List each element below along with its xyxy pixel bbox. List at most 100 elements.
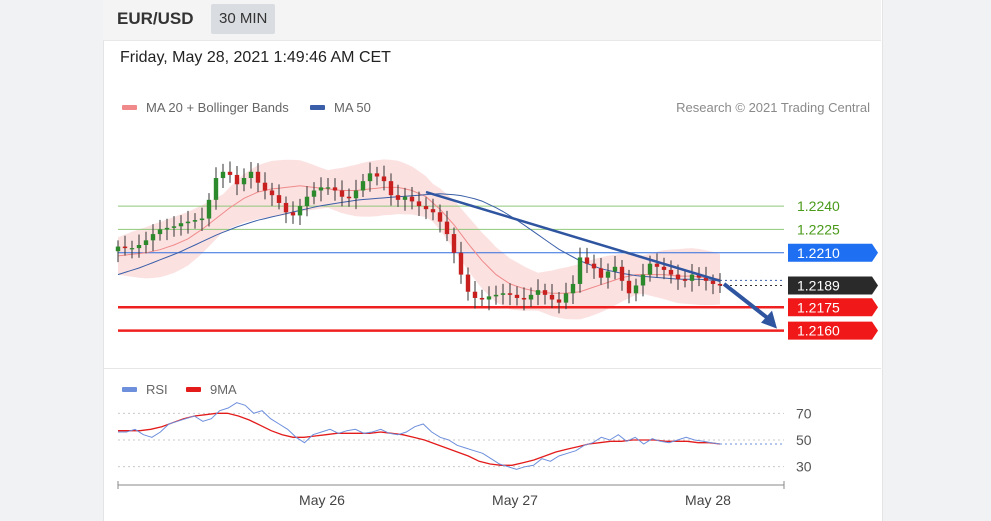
candle-body: [430, 209, 436, 213]
candle-body: [206, 199, 212, 219]
candle-body: [269, 190, 275, 196]
candle-body: [682, 279, 688, 281]
candle-body: [346, 196, 352, 199]
candle-body: [311, 190, 317, 197]
candle-body: [549, 294, 555, 300]
candle-body: [178, 223, 184, 227]
legend-ma50-label: MA 50: [334, 100, 371, 115]
bollinger-band: [118, 159, 720, 320]
credit-text: Research © 2021 Trading Central: [676, 100, 870, 115]
candle-body: [227, 171, 233, 175]
candle-body: [528, 294, 534, 300]
candle-body: [465, 274, 471, 292]
candle-body: [451, 234, 457, 253]
level-tag-3: [788, 276, 878, 295]
candle-body: [192, 220, 198, 222]
candle-body: [381, 176, 387, 182]
candle-body: [521, 297, 527, 300]
candle-body: [367, 173, 373, 182]
panel-divider: [103, 368, 881, 369]
level-tag-2: [788, 243, 878, 262]
rsi-line: [118, 402, 721, 470]
candle-body: [325, 187, 331, 189]
candle-body: [402, 196, 408, 200]
candle-body: [626, 280, 632, 294]
legend-ma20: MA 20 + Bollinger Bands: [122, 100, 289, 115]
candle-body: [332, 187, 338, 191]
candle-body: [136, 245, 142, 249]
candle-body: [605, 271, 611, 278]
candle-body: [486, 296, 492, 300]
candle-body: [535, 290, 541, 295]
candle-body: [493, 294, 499, 297]
timestamp: Friday, May 28, 2021 1:49:46 AM CET: [120, 49, 391, 66]
level-label-4: 1.2175: [797, 299, 840, 315]
candle-body: [710, 280, 716, 284]
x-axis-label: May 28: [685, 492, 731, 508]
candle-body: [717, 283, 723, 286]
candle-body: [612, 266, 618, 272]
ma9-swatch: [186, 387, 201, 392]
trendline: [425, 190, 721, 283]
candle-body: [388, 181, 394, 196]
candle-body: [171, 226, 177, 228]
candle-body: [591, 263, 597, 269]
candle-body: [283, 202, 289, 213]
candle-body: [129, 248, 135, 250]
candle-body: [514, 294, 520, 298]
legend-ma9-label: 9MA: [210, 382, 237, 397]
rsi-tick-label: 70: [796, 405, 812, 421]
candle-body: [423, 206, 429, 210]
candle-body: [696, 274, 702, 278]
candle-body: [248, 171, 254, 179]
level-tag-5: [788, 321, 878, 340]
candle-body: [297, 206, 303, 216]
candle-body: [150, 234, 156, 241]
timeframe-badge[interactable]: 30 MIN: [211, 4, 276, 34]
candle-body: [689, 274, 695, 281]
candle-body: [472, 291, 478, 298]
candle-body: [115, 246, 121, 252]
candle-body: [185, 221, 191, 224]
candle-body: [437, 212, 443, 222]
ma20-swatch: [122, 105, 137, 110]
candle-body: [577, 257, 583, 284]
candle-body: [507, 293, 513, 295]
level-label-0: 1.2240: [797, 198, 840, 214]
candle-body: [563, 293, 569, 303]
candle-body: [409, 196, 415, 202]
candle-body: [353, 190, 359, 199]
candle-body: [633, 285, 639, 294]
candle-body: [164, 227, 170, 230]
rsi-tick-label: 50: [796, 432, 812, 448]
candle-body: [416, 201, 422, 207]
candle-body: [444, 221, 450, 235]
candle-body: [234, 174, 240, 185]
candle-body: [647, 263, 653, 275]
candle-body: [304, 196, 310, 207]
level-label-2: 1.2210: [797, 245, 840, 261]
candle-body: [143, 240, 149, 245]
candle-body: [654, 263, 660, 267]
rsi-swatch: [122, 387, 137, 392]
x-axis-label: May 27: [492, 492, 538, 508]
candle-body: [276, 195, 282, 203]
candle-body: [479, 297, 485, 300]
candle-body: [122, 246, 128, 249]
candle-body: [339, 190, 345, 197]
candle-body: [395, 195, 401, 200]
candle-body: [262, 182, 268, 191]
candle-body: [255, 171, 261, 183]
candle-body: [640, 274, 646, 286]
candle-body: [157, 229, 163, 235]
candle-body: [360, 181, 366, 191]
legend-rsi-label: RSI: [146, 382, 168, 397]
projection-arrow-head: [761, 310, 777, 329]
projection-arrow-shaft: [722, 282, 773, 323]
candle-body: [584, 257, 590, 264]
level-label-1: 1.2225: [797, 221, 840, 237]
instrument-title: EUR/USD: [117, 9, 194, 28]
ma50-swatch: [310, 105, 325, 110]
level-tag-4: [788, 298, 878, 317]
